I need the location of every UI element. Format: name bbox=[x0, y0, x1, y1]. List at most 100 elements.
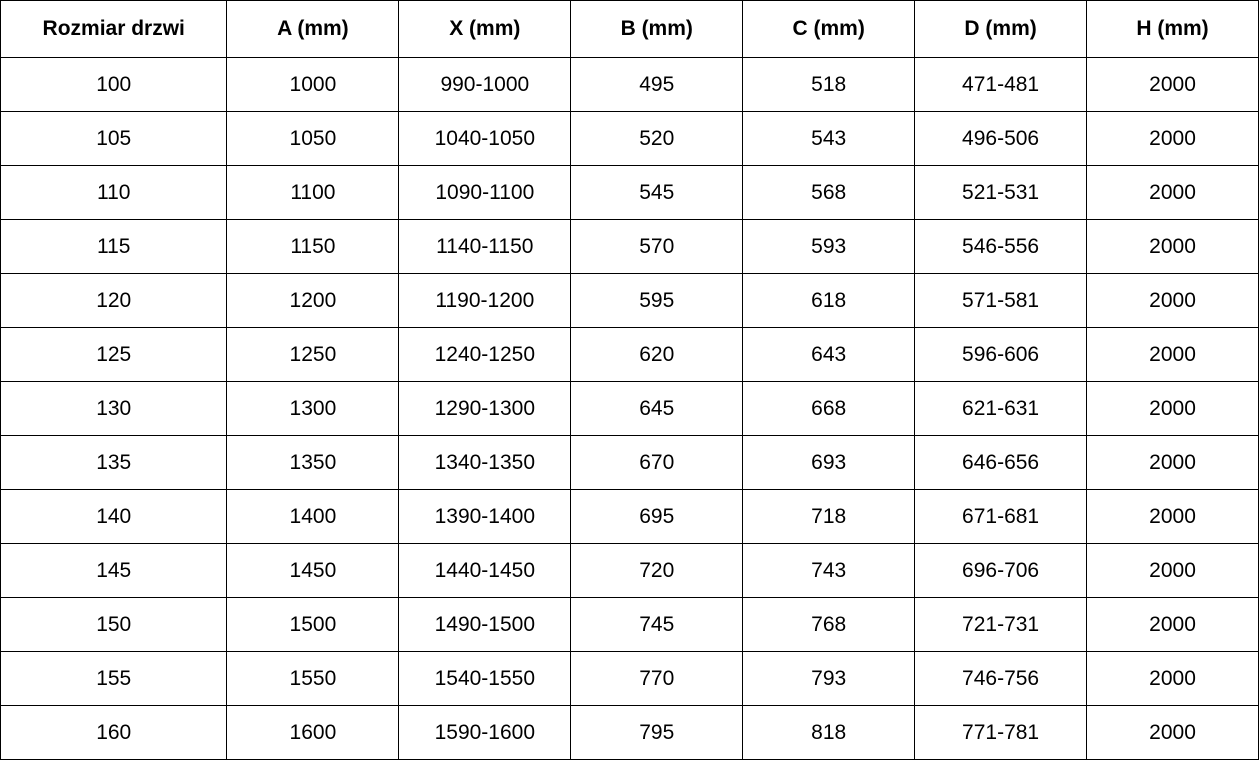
table-cell: 543 bbox=[742, 111, 916, 166]
table-cell: 521-531 bbox=[914, 165, 1088, 220]
table-cell: 1600 bbox=[226, 705, 400, 760]
table-cell: 130 bbox=[0, 381, 228, 436]
table-cell: 2000 bbox=[1086, 381, 1259, 436]
table-cell: 545 bbox=[570, 165, 744, 220]
column-header: C (mm) bbox=[742, 0, 916, 58]
table-row: 110 1100 1090-1100 545 568 521-531 2000 bbox=[0, 165, 1259, 220]
table-row: 145 1450 1440-1450 720 743 696-706 2000 bbox=[0, 543, 1259, 598]
table-body: 100 1000 990-1000 495 518 471-481 2000 105 1050 1… bbox=[0, 57, 1259, 760]
table-cell: 495 bbox=[570, 57, 744, 112]
table-cell: 115 bbox=[0, 219, 228, 274]
table-cell: 693 bbox=[742, 435, 916, 490]
table-row: 140 1400 1390-1400 695 718 671-681 2000 bbox=[0, 489, 1259, 544]
table-row: 160 1600 1590-1600 795 818 771-781 2000 bbox=[0, 705, 1259, 760]
table-cell: 2000 bbox=[1086, 435, 1259, 490]
table-cell: 571-581 bbox=[914, 273, 1088, 328]
table-cell: 818 bbox=[742, 705, 916, 760]
table-cell: 618 bbox=[742, 273, 916, 328]
table-cell: 795 bbox=[570, 705, 744, 760]
table-cell: 1440-1450 bbox=[398, 543, 572, 598]
column-header: Rozmiar drzwi bbox=[0, 0, 228, 58]
table-cell: 2000 bbox=[1086, 597, 1259, 652]
table-cell: 745 bbox=[570, 597, 744, 652]
table-cell: 793 bbox=[742, 651, 916, 706]
table-row: 135 1350 1340-1350 670 693 646-656 2000 bbox=[0, 435, 1259, 490]
table-cell: 1340-1350 bbox=[398, 435, 572, 490]
column-header: X (mm) bbox=[398, 0, 572, 58]
table-cell: 150 bbox=[0, 597, 228, 652]
table-row: 130 1300 1290-1300 645 668 621-631 2000 bbox=[0, 381, 1259, 436]
table-cell: 2000 bbox=[1086, 543, 1259, 598]
table-row: 150 1500 1490-1500 745 768 721-731 2000 bbox=[0, 597, 1259, 652]
table-cell: 1250 bbox=[226, 327, 400, 382]
table-cell: 593 bbox=[742, 219, 916, 274]
table-cell: 1050 bbox=[226, 111, 400, 166]
table-cell: 140 bbox=[0, 489, 228, 544]
header-row: Rozmiar drzwi A (mm) X (mm) B (mm) C (mm) D (… bbox=[0, 0, 1259, 58]
table-cell: 1140-1150 bbox=[398, 219, 572, 274]
table-cell: 1400 bbox=[226, 489, 400, 544]
table-cell: 496-506 bbox=[914, 111, 1088, 166]
table-cell: 718 bbox=[742, 489, 916, 544]
table-row: 120 1200 1190-1200 595 618 571-581 2000 bbox=[0, 273, 1259, 328]
table-cell: 1100 bbox=[226, 165, 400, 220]
table-row: 105 1050 1040-1050 520 543 496-506 2000 bbox=[0, 111, 1259, 166]
table-cell: 471-481 bbox=[914, 57, 1088, 112]
table-cell: 668 bbox=[742, 381, 916, 436]
table-cell: 1500 bbox=[226, 597, 400, 652]
table-cell: 120 bbox=[0, 273, 228, 328]
table-cell: 1190-1200 bbox=[398, 273, 572, 328]
table-row: 125 1250 1240-1250 620 643 596-606 2000 bbox=[0, 327, 1259, 382]
table-cell: 621-631 bbox=[914, 381, 1088, 436]
table-cell: 1450 bbox=[226, 543, 400, 598]
table-cell: 596-606 bbox=[914, 327, 1088, 382]
table-cell: 2000 bbox=[1086, 165, 1259, 220]
table-cell: 645 bbox=[570, 381, 744, 436]
table-cell: 768 bbox=[742, 597, 916, 652]
table-cell: 696-706 bbox=[914, 543, 1088, 598]
column-header: H (mm) bbox=[1086, 0, 1259, 58]
table-cell: 1550 bbox=[226, 651, 400, 706]
table-cell: 1240-1250 bbox=[398, 327, 572, 382]
table-cell: 1200 bbox=[226, 273, 400, 328]
column-header: D (mm) bbox=[914, 0, 1088, 58]
table-cell: 1390-1400 bbox=[398, 489, 572, 544]
table-cell: 518 bbox=[742, 57, 916, 112]
table-cell: 145 bbox=[0, 543, 228, 598]
table-cell: 568 bbox=[742, 165, 916, 220]
table-cell: 520 bbox=[570, 111, 744, 166]
table-cell: 160 bbox=[0, 705, 228, 760]
table-cell: 1590-1600 bbox=[398, 705, 572, 760]
column-header: A (mm) bbox=[226, 0, 400, 58]
table-row: 155 1550 1540-1550 770 793 746-756 2000 bbox=[0, 651, 1259, 706]
table-cell: 570 bbox=[570, 219, 744, 274]
table-cell: 2000 bbox=[1086, 705, 1259, 760]
table-cell: 1150 bbox=[226, 219, 400, 274]
table-cell: 2000 bbox=[1086, 489, 1259, 544]
table-cell: 105 bbox=[0, 111, 228, 166]
table-cell: 720 bbox=[570, 543, 744, 598]
table-cell: 135 bbox=[0, 435, 228, 490]
table-cell: 1090-1100 bbox=[398, 165, 572, 220]
table-row: 115 1150 1140-1150 570 593 546-556 2000 bbox=[0, 219, 1259, 274]
table-cell: 2000 bbox=[1086, 57, 1259, 112]
table-cell: 546-556 bbox=[914, 219, 1088, 274]
table-cell: 1300 bbox=[226, 381, 400, 436]
table-cell: 1350 bbox=[226, 435, 400, 490]
table-cell: 746-756 bbox=[914, 651, 1088, 706]
table-cell: 155 bbox=[0, 651, 228, 706]
table-cell: 771-781 bbox=[914, 705, 1088, 760]
table-cell: 695 bbox=[570, 489, 744, 544]
table-cell: 770 bbox=[570, 651, 744, 706]
table-row: 100 1000 990-1000 495 518 471-481 2000 bbox=[0, 57, 1259, 112]
table-cell: 620 bbox=[570, 327, 744, 382]
table-cell: 1290-1300 bbox=[398, 381, 572, 436]
table-cell: 1490-1500 bbox=[398, 597, 572, 652]
table-cell: 2000 bbox=[1086, 327, 1259, 382]
table-cell: 2000 bbox=[1086, 111, 1259, 166]
table-cell: 670 bbox=[570, 435, 744, 490]
table-cell: 643 bbox=[742, 327, 916, 382]
table-cell: 110 bbox=[0, 165, 228, 220]
